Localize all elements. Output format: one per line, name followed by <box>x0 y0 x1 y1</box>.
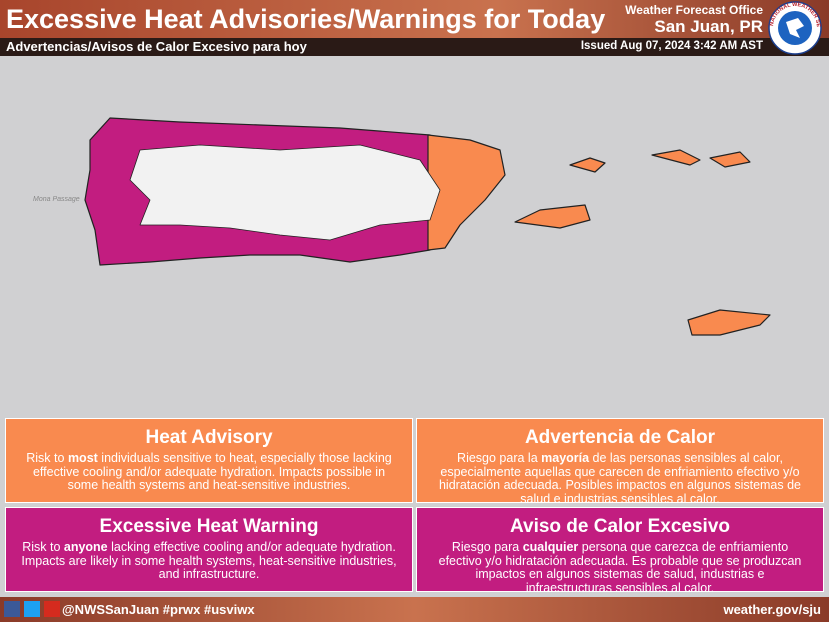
map: Mona Passage <box>33 117 771 336</box>
box-body: Riesgo para la mayoría de las personas s… <box>431 451 809 506</box>
body-text: persona que carezca de enfriamiento efec… <box>438 540 802 595</box>
body-text: Risk to <box>22 540 64 554</box>
vieques <box>514 204 591 229</box>
emphasis: most <box>67 451 98 465</box>
social-icons <box>4 601 60 617</box>
box-title: Aviso de Calor Excesivo <box>509 516 730 537</box>
st-john <box>709 151 751 168</box>
box-body: Risk to most individuals sensitive to he… <box>20 451 398 493</box>
body-text: individuals sensitive to heat, especiall… <box>32 451 392 492</box>
body-text: de las personas sensibles al calor, espe… <box>438 451 802 506</box>
legend-box: Excessive Heat Warning Risk to anyone lac… <box>5 507 413 592</box>
st-thomas <box>651 149 701 166</box>
emphasis: cualquier <box>522 540 579 554</box>
advisory-area <box>427 134 506 251</box>
box-body: Riesgo para cualquier persona que carezc… <box>431 540 809 595</box>
st-croix <box>687 309 771 336</box>
url: weather.gov/sju <box>723 602 821 617</box>
header: Excessive Heat Advisories/Warnings for T… <box>0 0 829 56</box>
office: Weather Forecast Office <box>625 3 763 17</box>
box-body: Risk to anyone lacking effective cooling… <box>20 540 398 582</box>
handle: @NWSSanJuan #prwx #usviwx <box>62 602 255 617</box>
legend-box: Aviso de Calor Excesivo Riesgo para cualq… <box>416 507 824 595</box>
subtitle: Advertencias/Avisos de Calor Excesivo pa… <box>6 39 307 54</box>
legend-box: Advertencia de Calor Riesgo para la mayor… <box>416 418 824 506</box>
subtitle-bar: Advertencias/Avisos de Calor Excesivo pa… <box>0 38 829 56</box>
body-text: Riesgo para la <box>457 451 542 465</box>
footer: @NWSSanJuan #prwx #usviwx weather.gov/sj… <box>0 597 829 622</box>
box-title: Advertencia de Calor <box>524 427 716 448</box>
emphasis: anyone <box>63 540 108 554</box>
body-text: lacking effective cooling and/or adequat… <box>21 540 397 581</box>
emphasis: mayoría <box>541 451 590 465</box>
body-text: Risk to <box>26 451 68 465</box>
box-title: Heat Advisory <box>145 427 273 448</box>
nws-logo: NATIONAL WEATHER SERVICE <box>764 0 822 55</box>
body-text: Riesgo para <box>451 540 523 554</box>
issued: Issued Aug 07, 2024 3:42 AM AST <box>580 40 763 52</box>
no-hazard-area <box>129 144 441 241</box>
legend-box: Heat Advisory Risk to most individuals se… <box>5 418 413 503</box>
title: Excessive Heat Advisories/Warnings for T… <box>6 4 606 34</box>
location: San Juan, PR <box>654 17 763 36</box>
box-title: Excessive Heat Warning <box>99 516 319 537</box>
culebra <box>569 157 606 173</box>
map-label: Mona Passage <box>33 196 80 203</box>
